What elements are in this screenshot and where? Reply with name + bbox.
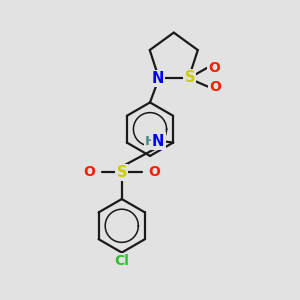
Text: H: H [145, 135, 156, 148]
Text: O: O [209, 80, 221, 94]
Text: Cl: Cl [114, 254, 129, 268]
Text: N: N [152, 134, 164, 148]
Text: O: O [208, 61, 220, 75]
Text: N: N [152, 71, 164, 86]
Text: S: S [116, 165, 127, 180]
Text: S: S [184, 70, 195, 85]
Text: O: O [84, 165, 96, 179]
Text: O: O [148, 165, 160, 179]
